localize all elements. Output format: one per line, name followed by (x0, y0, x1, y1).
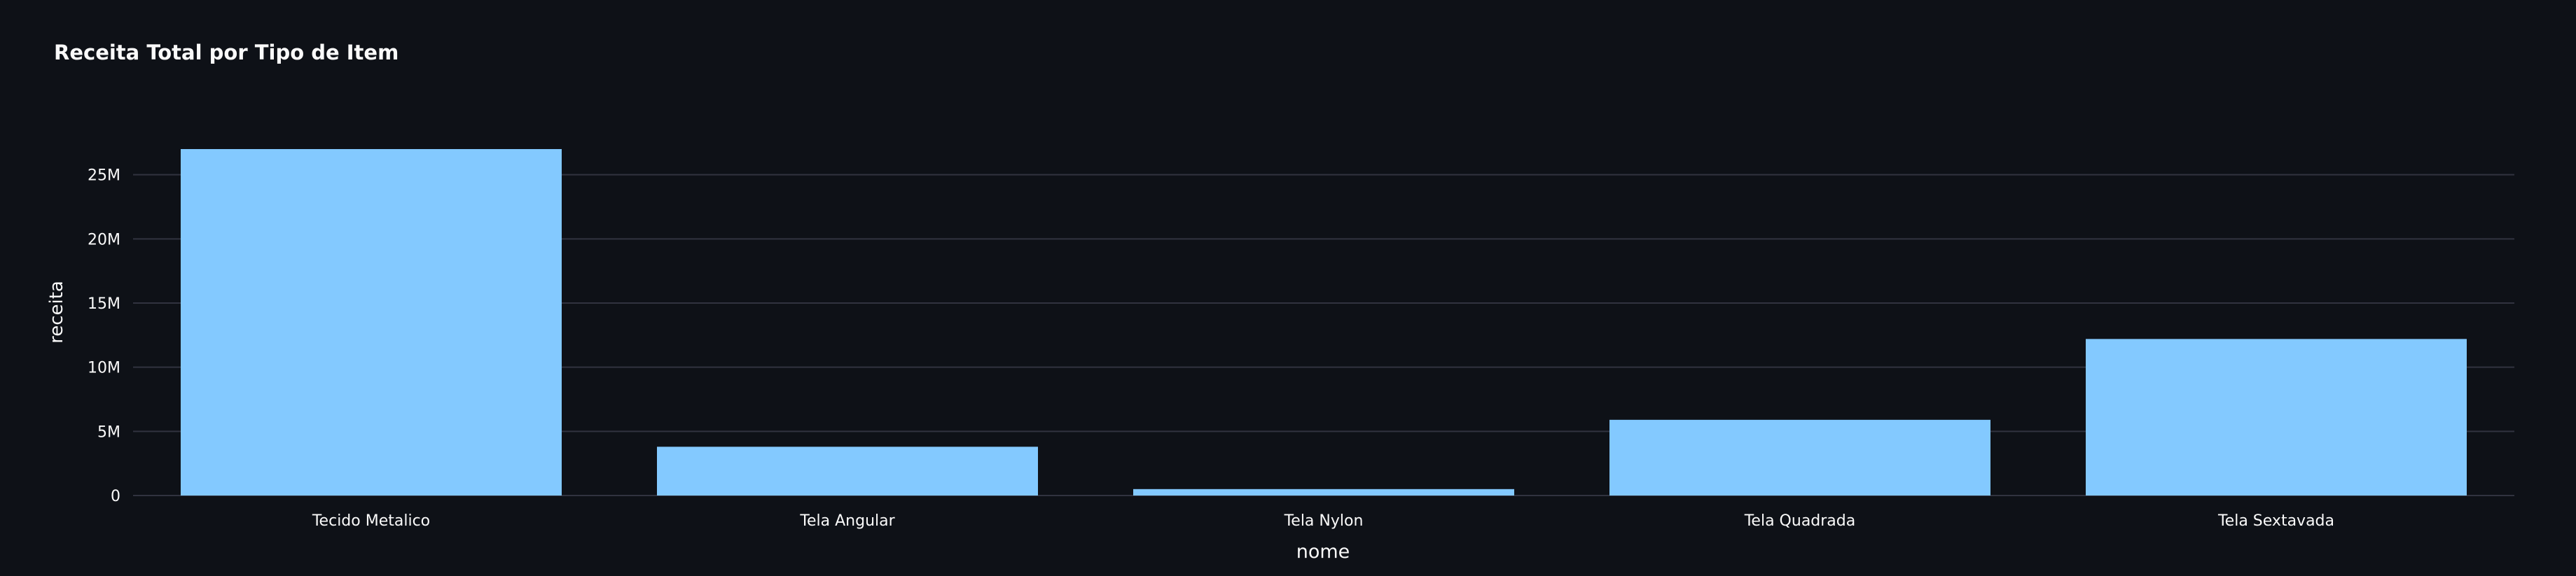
y-tick-label: 25M (88, 167, 120, 185)
x-tick-label: Tela Quadrada (1744, 512, 1856, 530)
bar[interactable] (2086, 339, 2467, 496)
x-tick-label: Tela Angular (799, 512, 895, 530)
y-tick-label: 0 (111, 488, 120, 505)
y-axis-ticks: 0 5M 10M 15M 20M 25M (88, 167, 120, 505)
x-tick-label: Tecido Metalico (312, 512, 430, 530)
bar[interactable] (1133, 489, 1514, 496)
y-tick-label: 15M (88, 295, 120, 313)
chart-title: Receita Total por Tipo de Item (54, 41, 399, 64)
y-tick-label: 10M (88, 360, 120, 377)
x-axis-ticks: Tecido Metalico Tela Angular Tela Nylon Tel… (312, 512, 2334, 530)
y-tick-label: 20M (88, 231, 120, 248)
bar[interactable] (657, 447, 1038, 496)
y-tick-label: 5M (97, 423, 120, 441)
x-tick-label: Tela Nylon (1284, 512, 1364, 530)
x-axis-label: nome (1296, 541, 1350, 563)
bar[interactable] (181, 149, 562, 496)
bar[interactable] (1609, 419, 1990, 496)
y-axis-label: receita (46, 281, 67, 344)
x-tick-label: Tela Sextavada (2217, 512, 2334, 530)
bars (181, 149, 2467, 496)
